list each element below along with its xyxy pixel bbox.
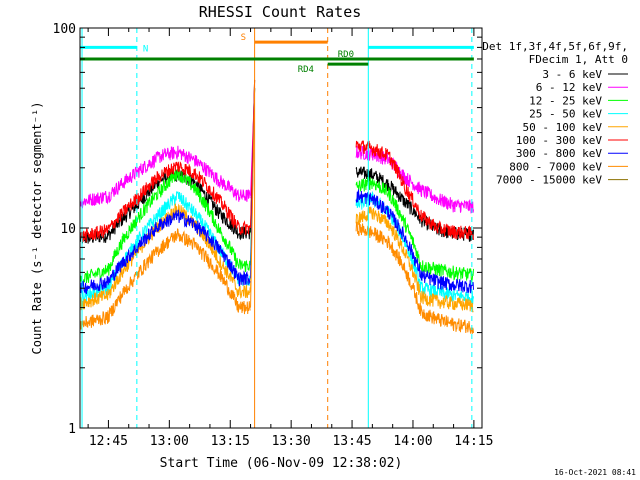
y-tick-label-1: 10	[60, 222, 76, 237]
legend-label-5: 100 - 300 keV	[516, 134, 602, 147]
flag-label-rd0: RD0	[338, 50, 354, 60]
plot-frame	[79, 27, 483, 429]
x-tick-label-5: 14:00	[393, 434, 432, 449]
legend-label-2: 12 - 25 keV	[529, 94, 602, 107]
series-line-2-1	[355, 176, 474, 284]
annotation-layer: N S RD0 RD4	[80, 28, 474, 428]
series-line-5-1	[355, 140, 474, 240]
series-line-7-1	[355, 221, 474, 334]
chart-title: RHESSI Count Rates	[199, 3, 362, 21]
x-axis-label: Start Time (06-Nov-09 12:38:02)	[160, 456, 403, 471]
series-line-4-0	[79, 203, 251, 311]
flag-label-n: N	[143, 44, 148, 54]
legend-label-8: 7000 - 15000 keV	[496, 174, 602, 187]
y-axis-label: Count Rate (s⁻¹ detector segment⁻¹)	[30, 102, 44, 355]
x-tick-label-1: 13:00	[150, 434, 189, 449]
series-line-4-1	[355, 206, 474, 313]
legend-label-1: 6 - 12 keV	[536, 81, 603, 94]
legend-header-0: Det 1f,3f,4f,5f,6f,9f,	[482, 40, 628, 53]
timestamp: 16-Oct-2021 08:41	[554, 468, 636, 477]
flag-label-s: S	[241, 33, 246, 43]
series-line-0-0	[79, 168, 251, 244]
x-tick-label-0: 12:45	[89, 434, 128, 449]
legend-label-7: 800 - 7000 keV	[509, 160, 602, 173]
series-line-2-0	[79, 167, 251, 287]
y-tick-label-0: 1	[68, 422, 76, 437]
legend-label-3: 25 - 50 keV	[529, 108, 602, 121]
x-tick-label-4: 13:45	[332, 434, 371, 449]
x-tick-label-2: 13:15	[211, 434, 250, 449]
series-line-6-1	[355, 188, 474, 294]
legend-label-4: 50 - 100 keV	[523, 121, 603, 134]
legend: Det 1f,3f,4f,5f,6f,9f,FDecim 1, Att 0 3 -…	[482, 40, 628, 187]
series-line-6-0	[79, 209, 251, 295]
y-tick-label-2: 100	[53, 22, 76, 37]
x-tick-label-3: 13:30	[272, 434, 311, 449]
legend-header-1: FDecim 1, Att 0	[529, 53, 628, 66]
series-layer	[79, 79, 474, 334]
x-tick-label-6: 14:15	[454, 434, 493, 449]
series-line-5-0	[79, 161, 251, 243]
series-line-7-0	[79, 228, 251, 330]
series-rise-7	[250, 88, 256, 308]
legend-label-6: 300 - 800 keV	[516, 147, 602, 160]
legend-label-0: 3 - 6 keV	[542, 68, 602, 81]
series-line-1-0	[79, 145, 251, 209]
axes-layer: 12:45 13:00 13:15 13:30 13:45 14:00 14:15 1 10 10…	[53, 22, 494, 449]
flag-label-rd4: RD4	[298, 65, 314, 75]
